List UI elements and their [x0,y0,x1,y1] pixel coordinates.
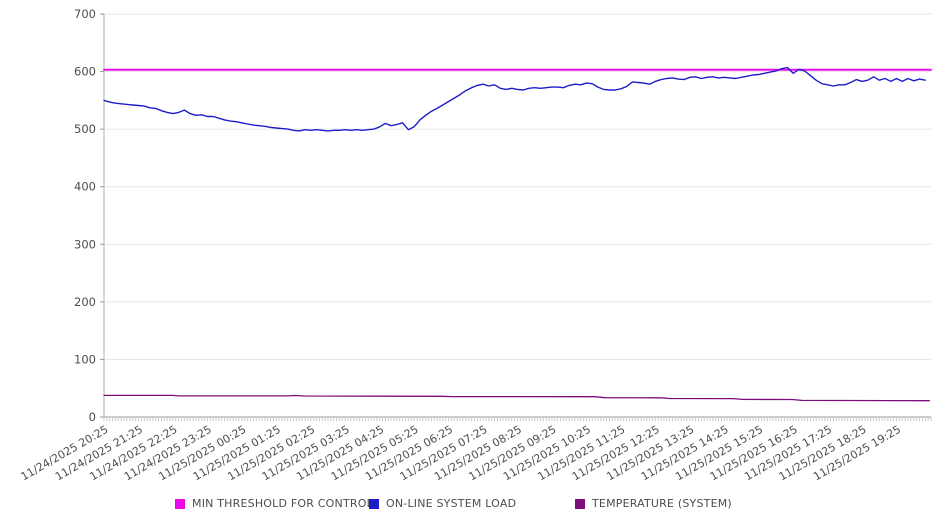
y-tick-label: 200 [74,295,96,309]
y-tick-label: 700 [74,7,96,21]
series-line-1 [103,66,926,132]
y-tick-label: 600 [74,65,96,79]
y-tick-label: 0 [89,410,96,424]
series-line-2 [103,394,930,402]
y-tick-label: 500 [74,122,96,136]
y-tick-label: 100 [74,352,96,366]
y-tick-label: 300 [74,237,96,251]
y-tick-label: 400 [74,180,96,194]
